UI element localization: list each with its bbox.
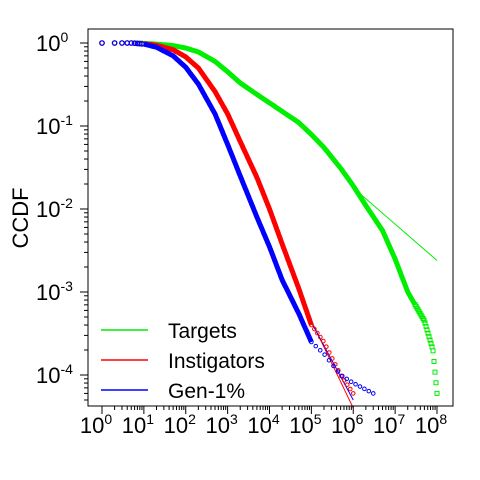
y-tick-label: 100 [36,29,68,56]
tail-point [309,322,314,328]
tail-point [362,386,367,392]
tail-point [357,384,363,389]
tail-point [309,339,314,345]
tail-point [348,379,354,384]
tail-point [421,317,427,323]
x-tick-label: 107 [373,411,405,438]
x-tick-label: 106 [331,411,363,438]
tail-point [331,363,336,369]
tail-point [353,381,358,387]
data-point [111,40,118,46]
series-curve [142,40,418,306]
x-tick-label: 102 [164,411,196,438]
tail-point [335,369,341,374]
x-tick-label: 101 [122,411,154,438]
tail-point [427,337,433,343]
x-tick-label: 105 [289,411,321,438]
series-curve [142,41,314,326]
tail-point [340,373,345,379]
data-point [128,40,135,46]
legend-label: Instigators [168,350,265,373]
tail-point [430,348,436,354]
tail-point [428,340,434,346]
tail-point [315,330,320,336]
tail-point [426,334,432,340]
tail-point [434,390,440,396]
tail-point [324,344,329,349]
y-axis-label: CCDF [8,187,33,248]
tail-point [313,343,319,349]
tail-point [344,376,350,382]
fit-line [352,187,438,261]
x-tick-label: 108 [415,411,447,438]
data-point [119,40,125,46]
tail-point [327,350,332,355]
tail-point [321,338,326,344]
fit-line [310,322,354,401]
tail-point [347,386,353,392]
y-tick-label: 10-3 [36,278,73,305]
series-layer [99,40,440,409]
data-point [131,40,138,47]
y-tick-label: 10-1 [36,112,73,139]
tail-point [344,382,350,387]
series-curve [142,41,314,344]
x-tick-label: 100 [80,411,112,438]
tail-point [370,391,376,396]
tail-point [424,327,430,333]
legend: Targets Instigators Gen-1% [101,320,265,403]
tail-point [312,326,317,332]
tail-point [317,347,323,353]
tail-point [366,388,372,394]
legend-label: Targets [168,320,237,343]
tail-point [433,380,439,386]
tail-point [326,357,332,363]
x-tick-label: 103 [205,411,237,438]
tail-point [350,391,356,396]
data-point [99,40,105,46]
tail-point [423,323,429,329]
axis-layer: 100 101 102 103 104 105 106 107 108 100 10-1 10-2 10… [36,29,447,438]
tail-point [322,352,327,357]
series-gen-1- [99,40,376,396]
y-tick-label: 10-2 [36,195,73,222]
x-tick-label: 104 [247,411,279,438]
tail-point [425,330,431,336]
tail-point [432,369,438,375]
y-tick-label: 10-4 [36,361,73,388]
data-point [139,41,145,47]
tail-point [422,320,428,326]
tail-point [318,334,323,340]
data-point [137,40,143,47]
legend-label: Gen-1% [168,380,245,403]
tail-point [431,358,437,364]
